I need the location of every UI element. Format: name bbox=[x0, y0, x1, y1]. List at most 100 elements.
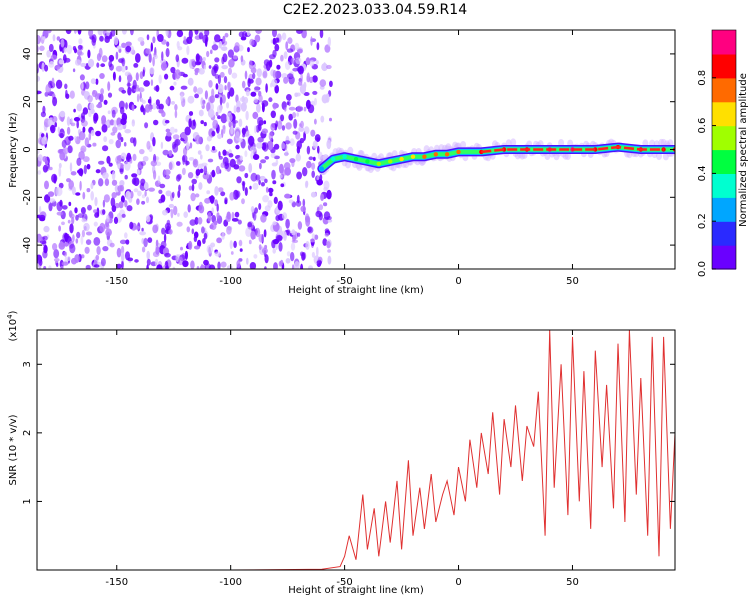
noise-blob bbox=[211, 44, 219, 51]
colorbar-step bbox=[712, 173, 736, 178]
noise-blob bbox=[264, 178, 268, 184]
noise-blob bbox=[154, 54, 158, 60]
noise-blob bbox=[255, 30, 262, 34]
noise-blob bbox=[69, 243, 76, 254]
noise-blob bbox=[191, 183, 195, 192]
noise-blob bbox=[249, 262, 257, 269]
noise-blob bbox=[61, 221, 65, 226]
colorbar-tick-label: 0.2 bbox=[697, 213, 708, 229]
noise-blob bbox=[83, 164, 87, 175]
noise-blob bbox=[264, 266, 267, 269]
noise-blob bbox=[115, 65, 123, 72]
noise-blob bbox=[253, 97, 258, 104]
noise-blob bbox=[218, 151, 221, 158]
noise-blob bbox=[201, 226, 205, 234]
noise-blob bbox=[240, 36, 247, 41]
noise-blob bbox=[220, 162, 226, 168]
noise-blob bbox=[73, 48, 78, 54]
noise-blob bbox=[124, 232, 128, 239]
noise-blob bbox=[172, 266, 176, 269]
noise-blob bbox=[37, 170, 42, 175]
noise-blob bbox=[98, 178, 104, 187]
noise-blob bbox=[169, 126, 175, 135]
signal-track-point bbox=[388, 159, 393, 164]
noise-blob bbox=[280, 54, 284, 62]
noise-blob bbox=[256, 103, 261, 113]
noise-blob bbox=[165, 98, 169, 105]
noise-blob bbox=[105, 120, 110, 127]
noise-blob bbox=[110, 197, 116, 208]
noise-blob bbox=[294, 42, 300, 51]
noise-blob bbox=[52, 96, 58, 107]
noise-blob bbox=[317, 151, 323, 160]
noise-blob bbox=[281, 212, 288, 220]
noise-blob bbox=[228, 87, 235, 97]
noise-blob bbox=[150, 79, 154, 86]
noise-blob bbox=[258, 90, 262, 97]
noise-blob bbox=[47, 191, 55, 197]
noise-blob bbox=[272, 180, 277, 185]
noise-blob bbox=[326, 241, 331, 249]
noise-blob bbox=[137, 87, 145, 93]
noise-blob bbox=[156, 104, 160, 110]
noise-blob bbox=[101, 124, 108, 133]
noise-blob bbox=[144, 182, 149, 191]
noise-blob bbox=[314, 234, 319, 240]
noise-blob bbox=[327, 36, 331, 47]
noise-blob bbox=[90, 129, 95, 136]
noise-blob bbox=[324, 228, 330, 233]
noise-blob bbox=[135, 53, 141, 63]
colorbar-step bbox=[712, 153, 736, 159]
noise-blob bbox=[219, 96, 223, 106]
noise-blob bbox=[198, 182, 203, 190]
noise-blob bbox=[142, 156, 149, 162]
noise-blob bbox=[299, 251, 304, 257]
noise-blob bbox=[90, 191, 94, 201]
noise-blob bbox=[205, 144, 210, 152]
noise-blob bbox=[289, 158, 296, 164]
noise-blob bbox=[62, 205, 68, 210]
noise-blob bbox=[146, 264, 149, 269]
noise-blob bbox=[286, 101, 290, 106]
noise-blob bbox=[295, 153, 301, 162]
signal-track-point bbox=[365, 159, 370, 164]
colorbar: 0.0 0.2 0.4 0.6 0.8 Normalized spectral ampl… bbox=[697, 29, 749, 277]
noise-blob bbox=[131, 173, 138, 178]
noise-blob bbox=[173, 205, 178, 216]
noise-blob bbox=[205, 35, 208, 44]
noise-blob bbox=[145, 196, 150, 204]
noise-blob bbox=[99, 93, 104, 103]
noise-blob bbox=[145, 215, 151, 223]
noise-blob bbox=[41, 136, 48, 145]
colorbar-step bbox=[712, 185, 736, 190]
noise-blob bbox=[258, 244, 262, 251]
noise-blob bbox=[194, 30, 199, 35]
noise-blob bbox=[211, 207, 214, 214]
signal-track-point bbox=[410, 154, 416, 159]
noise-blob bbox=[284, 193, 291, 199]
noise-blob bbox=[303, 106, 307, 112]
noise-blob bbox=[127, 74, 133, 83]
signal-track-point bbox=[353, 156, 359, 162]
noise-blob bbox=[244, 150, 248, 158]
noise-blob bbox=[252, 111, 259, 119]
noise-blob bbox=[95, 254, 100, 261]
noise-blob bbox=[88, 132, 92, 141]
noise-blob bbox=[165, 47, 170, 58]
noise-blob bbox=[166, 131, 172, 137]
noise-blob bbox=[253, 211, 257, 221]
noise-blob bbox=[214, 34, 221, 43]
noise-blob bbox=[180, 93, 184, 102]
noise-blob bbox=[76, 157, 82, 166]
noise-blob bbox=[45, 83, 52, 94]
noise-blob bbox=[64, 242, 69, 247]
noise-blob bbox=[296, 92, 301, 97]
noise-blob bbox=[111, 192, 117, 199]
noise-blob bbox=[139, 149, 145, 155]
noise-blob bbox=[196, 265, 200, 269]
noise-blob bbox=[287, 73, 294, 80]
noise-blob bbox=[63, 251, 68, 257]
noise-blob bbox=[78, 151, 85, 160]
noise-blob bbox=[295, 200, 302, 207]
signal-track-point bbox=[456, 149, 461, 155]
